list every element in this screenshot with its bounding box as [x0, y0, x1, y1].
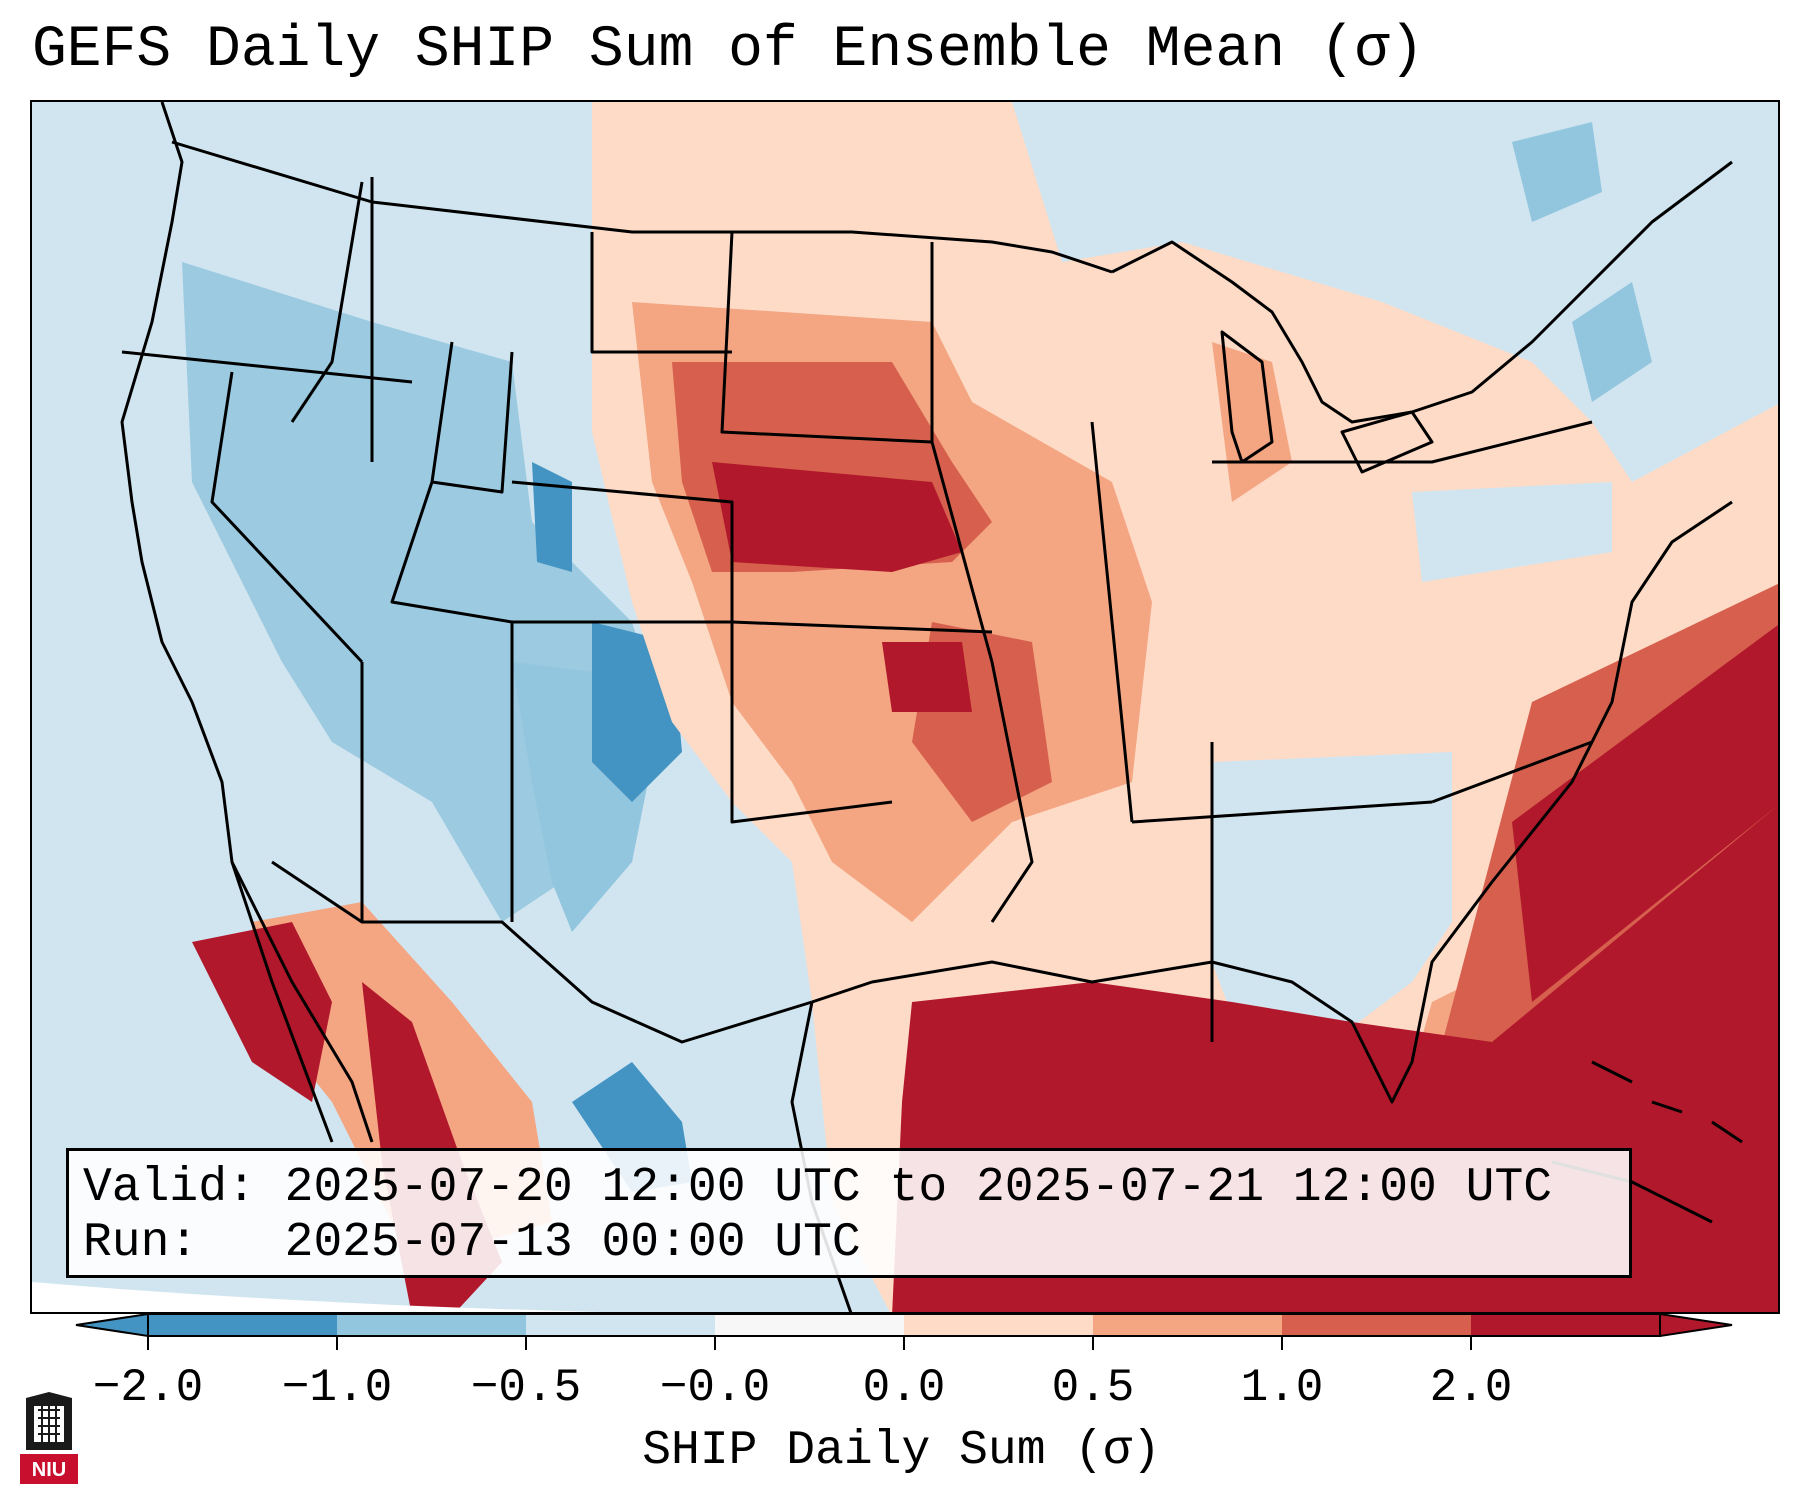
border-mn-ia	[930, 242, 994, 663]
map-title: GEFS Daily SHIP Sum of Ensemble Mean (σ)	[32, 18, 1425, 83]
border-ar-la	[990, 661, 1034, 923]
map-canvas	[32, 102, 1778, 1312]
great-lakes-shore	[1111, 160, 1733, 424]
neutral-region-ohio-valley	[1412, 482, 1612, 582]
colorbar-tick-label: 1.0	[1240, 1362, 1324, 1414]
colorbar-label: SHIP Daily Sum (σ)	[642, 1424, 1161, 1478]
colorbar-extend-high	[1659, 1312, 1733, 1338]
colorbar-segment	[148, 1314, 337, 1336]
anomaly-field	[32, 102, 1778, 1312]
colorbar-tick-label: −1.0	[281, 1362, 393, 1414]
map-panel	[30, 100, 1780, 1314]
logo-text: NIU	[32, 1459, 66, 1481]
baja-coast	[230, 861, 374, 1143]
border-ut	[390, 481, 513, 624]
validity-info-box: Valid: 2025-07-20 12:00 UTC to 2025-07-2…	[66, 1148, 1632, 1278]
border-or-ca	[121, 350, 413, 384]
strong-positive-baja	[192, 922, 332, 1102]
west-coastline	[120, 102, 334, 1143]
colorbar-tick-label: −0.0	[659, 1362, 771, 1414]
colorbar-tick-label: 0.5	[1051, 1362, 1135, 1414]
negative-region-quebec	[1512, 122, 1602, 222]
border-tn	[1131, 800, 1433, 824]
border-oh-pa	[1212, 420, 1593, 464]
colorbar-segment	[1471, 1314, 1660, 1336]
projection-edge	[32, 1282, 602, 1312]
run-value: 2025-07-13 00:00 UTC	[284, 1216, 861, 1270]
strong-positive-carolinas-offshore	[1512, 624, 1778, 1002]
colorbar-segment	[715, 1314, 904, 1336]
bahamas	[1591, 1060, 1743, 1144]
canada-border	[171, 140, 1113, 274]
strong-positive-nebraska	[712, 462, 962, 572]
run-label: Run:	[83, 1216, 199, 1270]
colorbar-extend-low	[75, 1312, 149, 1338]
colorbar-tick-label: 2.0	[1429, 1362, 1513, 1414]
negative-region-newengland	[1572, 282, 1652, 402]
strong-negative-idaho	[532, 462, 572, 572]
border-nv	[210, 371, 364, 664]
logo-badge	[20, 1454, 78, 1484]
border-ks-ok	[731, 620, 993, 634]
border-il-in	[1090, 421, 1134, 823]
border-mt-wy	[590, 232, 732, 354]
colorbar-segment	[904, 1314, 1093, 1336]
border-id-west	[290, 181, 364, 423]
mexico-border	[271, 860, 813, 1044]
niu-logo: NIU	[20, 1392, 78, 1484]
colorbar-tick-label: 0.0	[862, 1362, 946, 1414]
gulf-atlantic-coastline	[811, 500, 1733, 1104]
colorbar	[75, 1312, 1733, 1350]
border-ok-tx	[730, 622, 893, 824]
border-wy-west	[430, 341, 514, 494]
border-co	[511, 480, 734, 624]
lake-michigan	[1220, 330, 1274, 464]
colorbar-segment	[1093, 1314, 1282, 1336]
colorbar-segment	[1282, 1314, 1471, 1336]
colorbar-segment	[337, 1314, 526, 1336]
border-nc	[1431, 740, 1593, 804]
political-boundaries	[120, 102, 1743, 1312]
valid-label: Valid:	[83, 1161, 256, 1215]
neutral-region-southeast	[1212, 752, 1452, 1042]
colorbar-tick-label: −2.0	[92, 1362, 204, 1414]
lake-erie	[1340, 410, 1434, 474]
valid-value: 2025-07-20 12:00 UTC to 2025-07-21 12:00…	[284, 1161, 1553, 1215]
colorbar-segment	[526, 1314, 715, 1336]
colorbar-tick-label: −0.5	[470, 1362, 582, 1414]
border-nd-sd	[720, 231, 933, 444]
strong-positive-kansas	[882, 642, 972, 712]
